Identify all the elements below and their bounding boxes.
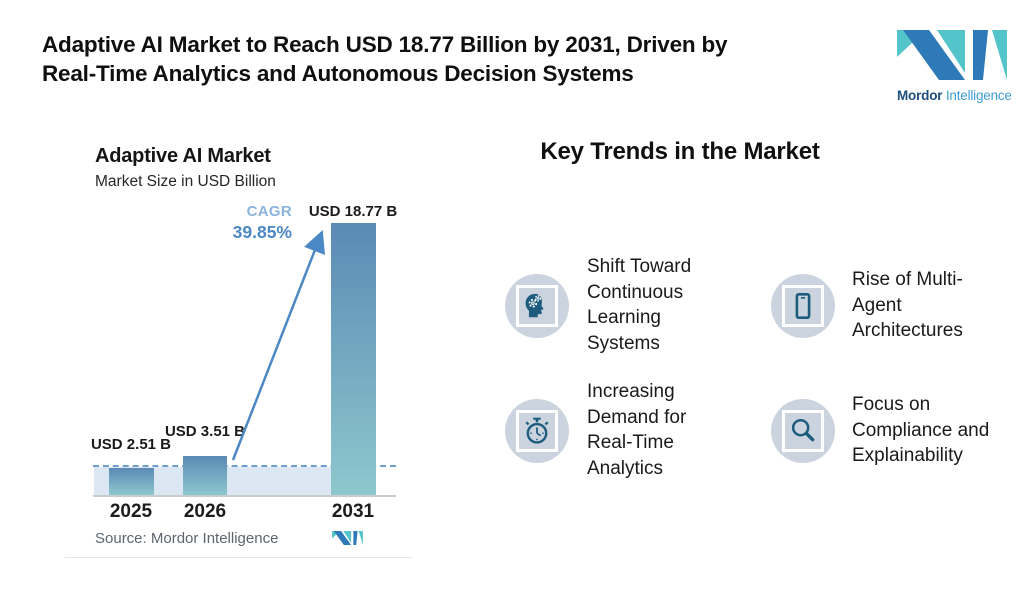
chart-subtitle: Market Size in USD Billion [95, 173, 276, 190]
logo-word-mordor: Mordor [897, 88, 943, 103]
magnifier-icon [791, 418, 815, 442]
stopwatch-icon [525, 417, 549, 444]
trend-icon-badge-real-time-analytics [505, 399, 569, 463]
page-title: Adaptive AI Market to Reach USD 18.77 Bi… [42, 32, 728, 86]
logo-word-intelligence: Intelligence [942, 88, 1012, 103]
trend-icon-badge-compliance [771, 399, 835, 463]
mini-logo-mark-icon [332, 531, 363, 545]
bar-value-label-2026: USD 3.51 B [164, 423, 246, 440]
cagr-label: CAGR [246, 203, 292, 220]
growth-arrow-icon [231, 230, 326, 461]
x-axis-line [93, 495, 396, 497]
chart-source: Source: Mordor Intelligence [95, 530, 279, 547]
bar-value-label-2031: USD 18.77 B [308, 203, 398, 220]
chart-title: Adaptive AI Market [95, 145, 271, 167]
icon-frame [782, 285, 824, 327]
trend-icon-badge-multi-agent [771, 274, 835, 338]
reference-dashed-line [93, 465, 396, 467]
cagr-value: 39.85% [232, 222, 292, 242]
bar-2025 [109, 468, 154, 495]
trend-label-multi-agent: Rise of Multi- Agent Architectures [852, 269, 963, 341]
x-tick-2031: 2031 [331, 501, 375, 522]
x-tick-2025: 2025 [109, 501, 153, 522]
bar-value-label-2025: USD 2.51 B [90, 436, 172, 453]
bar-2026 [183, 456, 227, 495]
trends-heading: Key Trends in the Market [540, 138, 820, 165]
x-tick-2026: 2026 [183, 501, 227, 522]
trend-label-continuous-learning: Shift Toward Continuous Learning Systems [587, 256, 692, 354]
cagr-annotation: CAGR 39.85% [187, 203, 292, 243]
icon-frame [782, 410, 824, 452]
smartphone-icon [795, 292, 811, 320]
trend-label-compliance: Focus on Compliance and Explainability [852, 394, 990, 466]
head-gears-icon [525, 293, 544, 318]
icon-frame [516, 285, 558, 327]
logo-wordmark: Mordor Intelligence [897, 88, 1015, 103]
mordor-logo-mark-icon [897, 30, 1007, 80]
bar-2031 [331, 223, 376, 495]
trend-label-real-time-analytics: Increasing Demand for Real-Time Analytic… [587, 381, 687, 479]
market-chart-card: Adaptive AI Market Market Size in USD Bi… [65, 130, 412, 558]
icon-frame [516, 410, 558, 452]
mordor-intelligence-logo: Mordor Intelligence [897, 30, 1015, 103]
trend-icon-badge-continuous-learning [505, 274, 569, 338]
